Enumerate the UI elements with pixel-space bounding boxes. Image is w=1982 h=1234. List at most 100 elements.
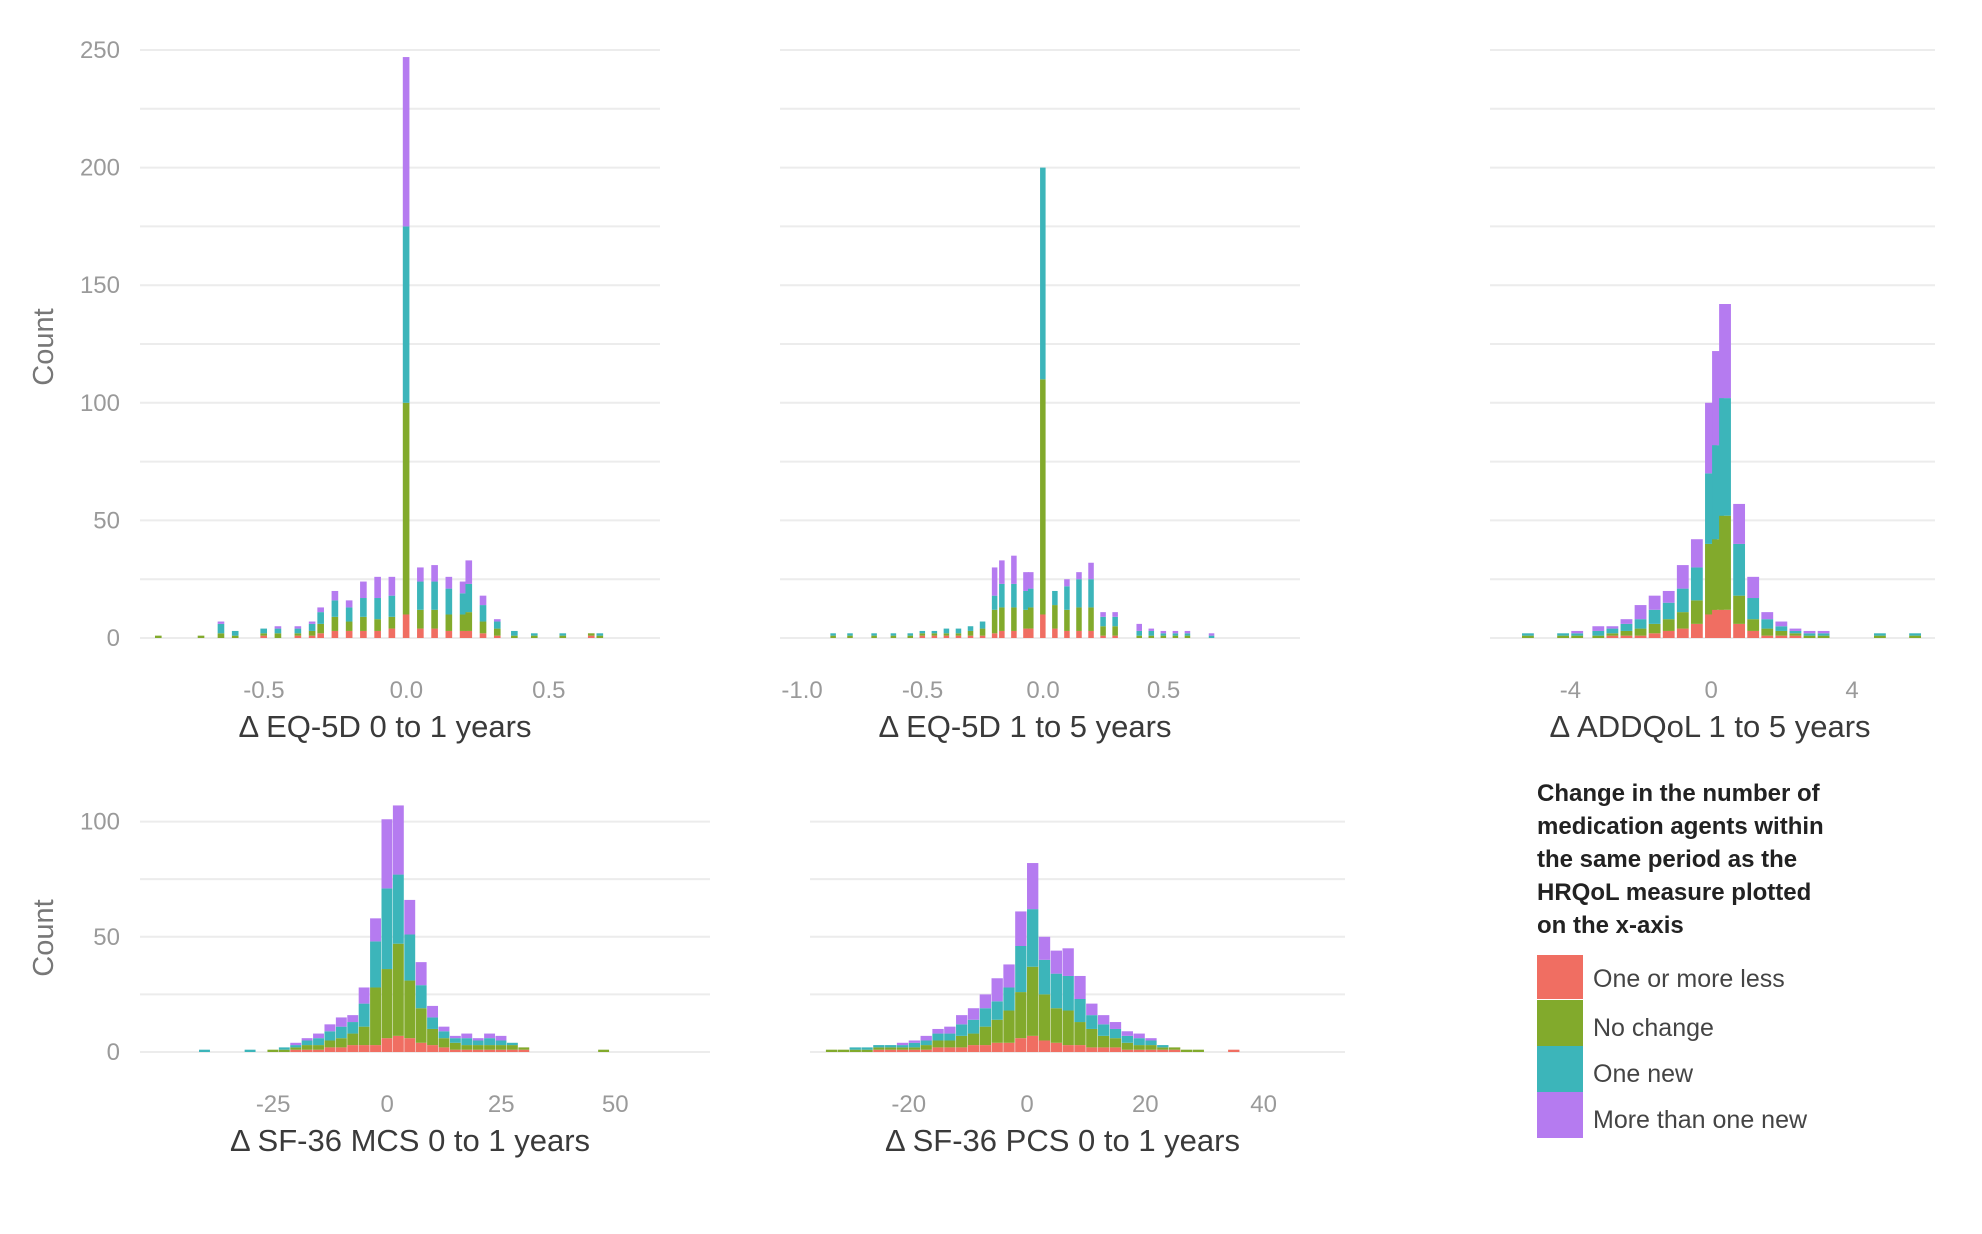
histogram-bar-segment (331, 630, 339, 638)
histogram-bar-segment (919, 630, 926, 634)
histogram-bar-segment (461, 1033, 473, 1039)
histogram-bar-segment (479, 621, 487, 634)
histogram-bar-segment (427, 1028, 439, 1046)
histogram-bar-segment (417, 581, 424, 610)
histogram-bar-segment (1145, 1045, 1157, 1050)
histogram-bar-segment (313, 1049, 324, 1052)
histogram-bar-segment (1712, 539, 1724, 610)
histogram-bar-segment (944, 1033, 956, 1041)
histogram-bar-segment (1097, 1035, 1110, 1048)
histogram-bar-segment (308, 623, 316, 631)
histogram-bar-segment (1874, 635, 1886, 638)
histogram-bar-segment (1712, 445, 1724, 540)
histogram-bar-segment (1228, 1049, 1240, 1052)
x-tick-label: -20 (891, 1091, 926, 1118)
histogram-bar-segment (991, 978, 1003, 1002)
histogram-bar-segment (472, 1049, 484, 1052)
histogram-bar-segment (873, 1045, 885, 1048)
histogram-bar-segment (374, 619, 381, 631)
histogram-bar-segment (472, 1038, 484, 1041)
histogram-bar-segment (1192, 1049, 1204, 1052)
histogram-bar-segment (461, 1045, 473, 1050)
histogram-bar-segment (1817, 635, 1830, 638)
histogram-bar-segment (317, 607, 324, 613)
histogram-bar-segment (1747, 576, 1760, 599)
histogram-bar-segment (1522, 635, 1534, 638)
legend-title-line-2: medication agents within (1537, 813, 1824, 840)
histogram-bar-segment (1676, 588, 1689, 613)
histogram-bar-segment (308, 621, 316, 624)
legend-swatch-no-change (1537, 1000, 1583, 1046)
histogram-bar-segment (449, 1049, 461, 1052)
histogram-bar-segment (1011, 583, 1017, 608)
histogram-bar-segment (1050, 973, 1062, 1009)
histogram-bar-segment (931, 633, 938, 636)
histogram-bar-segment (944, 1047, 956, 1052)
histogram-bar-segment (301, 1049, 313, 1052)
histogram-bar-segment (1775, 626, 1788, 631)
histogram-bar-segment (217, 633, 225, 638)
y-tick-label: 100 (80, 390, 120, 417)
histogram-bar-segment (943, 635, 950, 638)
histogram-bar-segment (1074, 1045, 1086, 1052)
histogram-bar-segment (459, 593, 467, 615)
histogram-bar-segment (873, 1049, 885, 1052)
histogram-bar-segment (1648, 623, 1661, 634)
histogram-bar-segment (896, 1047, 909, 1050)
histogram-bar-segment (1062, 948, 1074, 976)
histogram-bar-segment (1648, 609, 1661, 624)
histogram-bar-segment (991, 567, 998, 596)
histogram-bar-segment (294, 635, 302, 638)
histogram-bar-segment (431, 628, 438, 638)
histogram-bar-segment (1606, 635, 1619, 638)
histogram-bar-segment (290, 1047, 302, 1050)
histogram-bar-segment (920, 1035, 932, 1041)
histogram-bar-segment (431, 565, 438, 582)
histogram-bar-segment (267, 1049, 279, 1052)
histogram-bar-segment (484, 1049, 496, 1052)
histogram-bar-segment (1015, 946, 1027, 993)
histogram-bar-segment (1690, 600, 1703, 624)
histogram-bar-segment (358, 1045, 370, 1052)
histogram-bar-segment (907, 635, 914, 638)
histogram-bar-segment (1064, 586, 1070, 610)
x-tick-label: 20 (1132, 1091, 1159, 1118)
histogram-bar-segment (1634, 605, 1647, 620)
histogram-bar-segment (979, 621, 986, 629)
histogram-bar-segment (308, 630, 316, 636)
histogram-bar-segment (1064, 630, 1070, 638)
histogram-bar-segment (1184, 635, 1191, 638)
histogram-bar-segment (231, 635, 239, 638)
histogram-bar-segment (944, 1026, 956, 1034)
histogram-bar-segment (1133, 1038, 1145, 1046)
histogram-bar-segment (861, 1049, 873, 1052)
histogram-bar-segment (1011, 607, 1017, 631)
histogram-bar-segment (991, 609, 998, 634)
histogram-bar-segment (472, 1040, 484, 1046)
histogram-bar-segment (402, 614, 410, 638)
histogram-bar-segment (1712, 351, 1724, 446)
histogram-bar-segment (1662, 619, 1675, 631)
histogram-bar-segment (294, 628, 302, 634)
histogram-bar-segment (967, 1033, 980, 1046)
histogram-bar-segment (388, 628, 396, 638)
histogram-bar-segment (1592, 626, 1605, 631)
histogram-bar-segment (1789, 628, 1802, 631)
histogram-bar-segment (370, 918, 381, 942)
histogram-bar-segment (417, 609, 424, 629)
histogram-bar-segment (896, 1045, 909, 1048)
histogram-bar-segment (896, 1049, 909, 1052)
histogram-bar-segment (1712, 609, 1724, 638)
y-tick-label: 250 (80, 37, 120, 64)
histogram-bar-segment (896, 1042, 909, 1046)
histogram-bar-segment (374, 630, 381, 638)
histogram-bar-segment (317, 633, 324, 638)
x-tick-label: 25 (488, 1091, 515, 1118)
histogram-bar-segment (885, 1047, 897, 1050)
histogram-bar-segment (1011, 630, 1017, 638)
histogram-bar-segment (1208, 635, 1215, 638)
histogram-bar-segment (1705, 473, 1717, 544)
histogram-bar-segment (1086, 1047, 1098, 1052)
histogram-bar-segment (345, 600, 353, 608)
